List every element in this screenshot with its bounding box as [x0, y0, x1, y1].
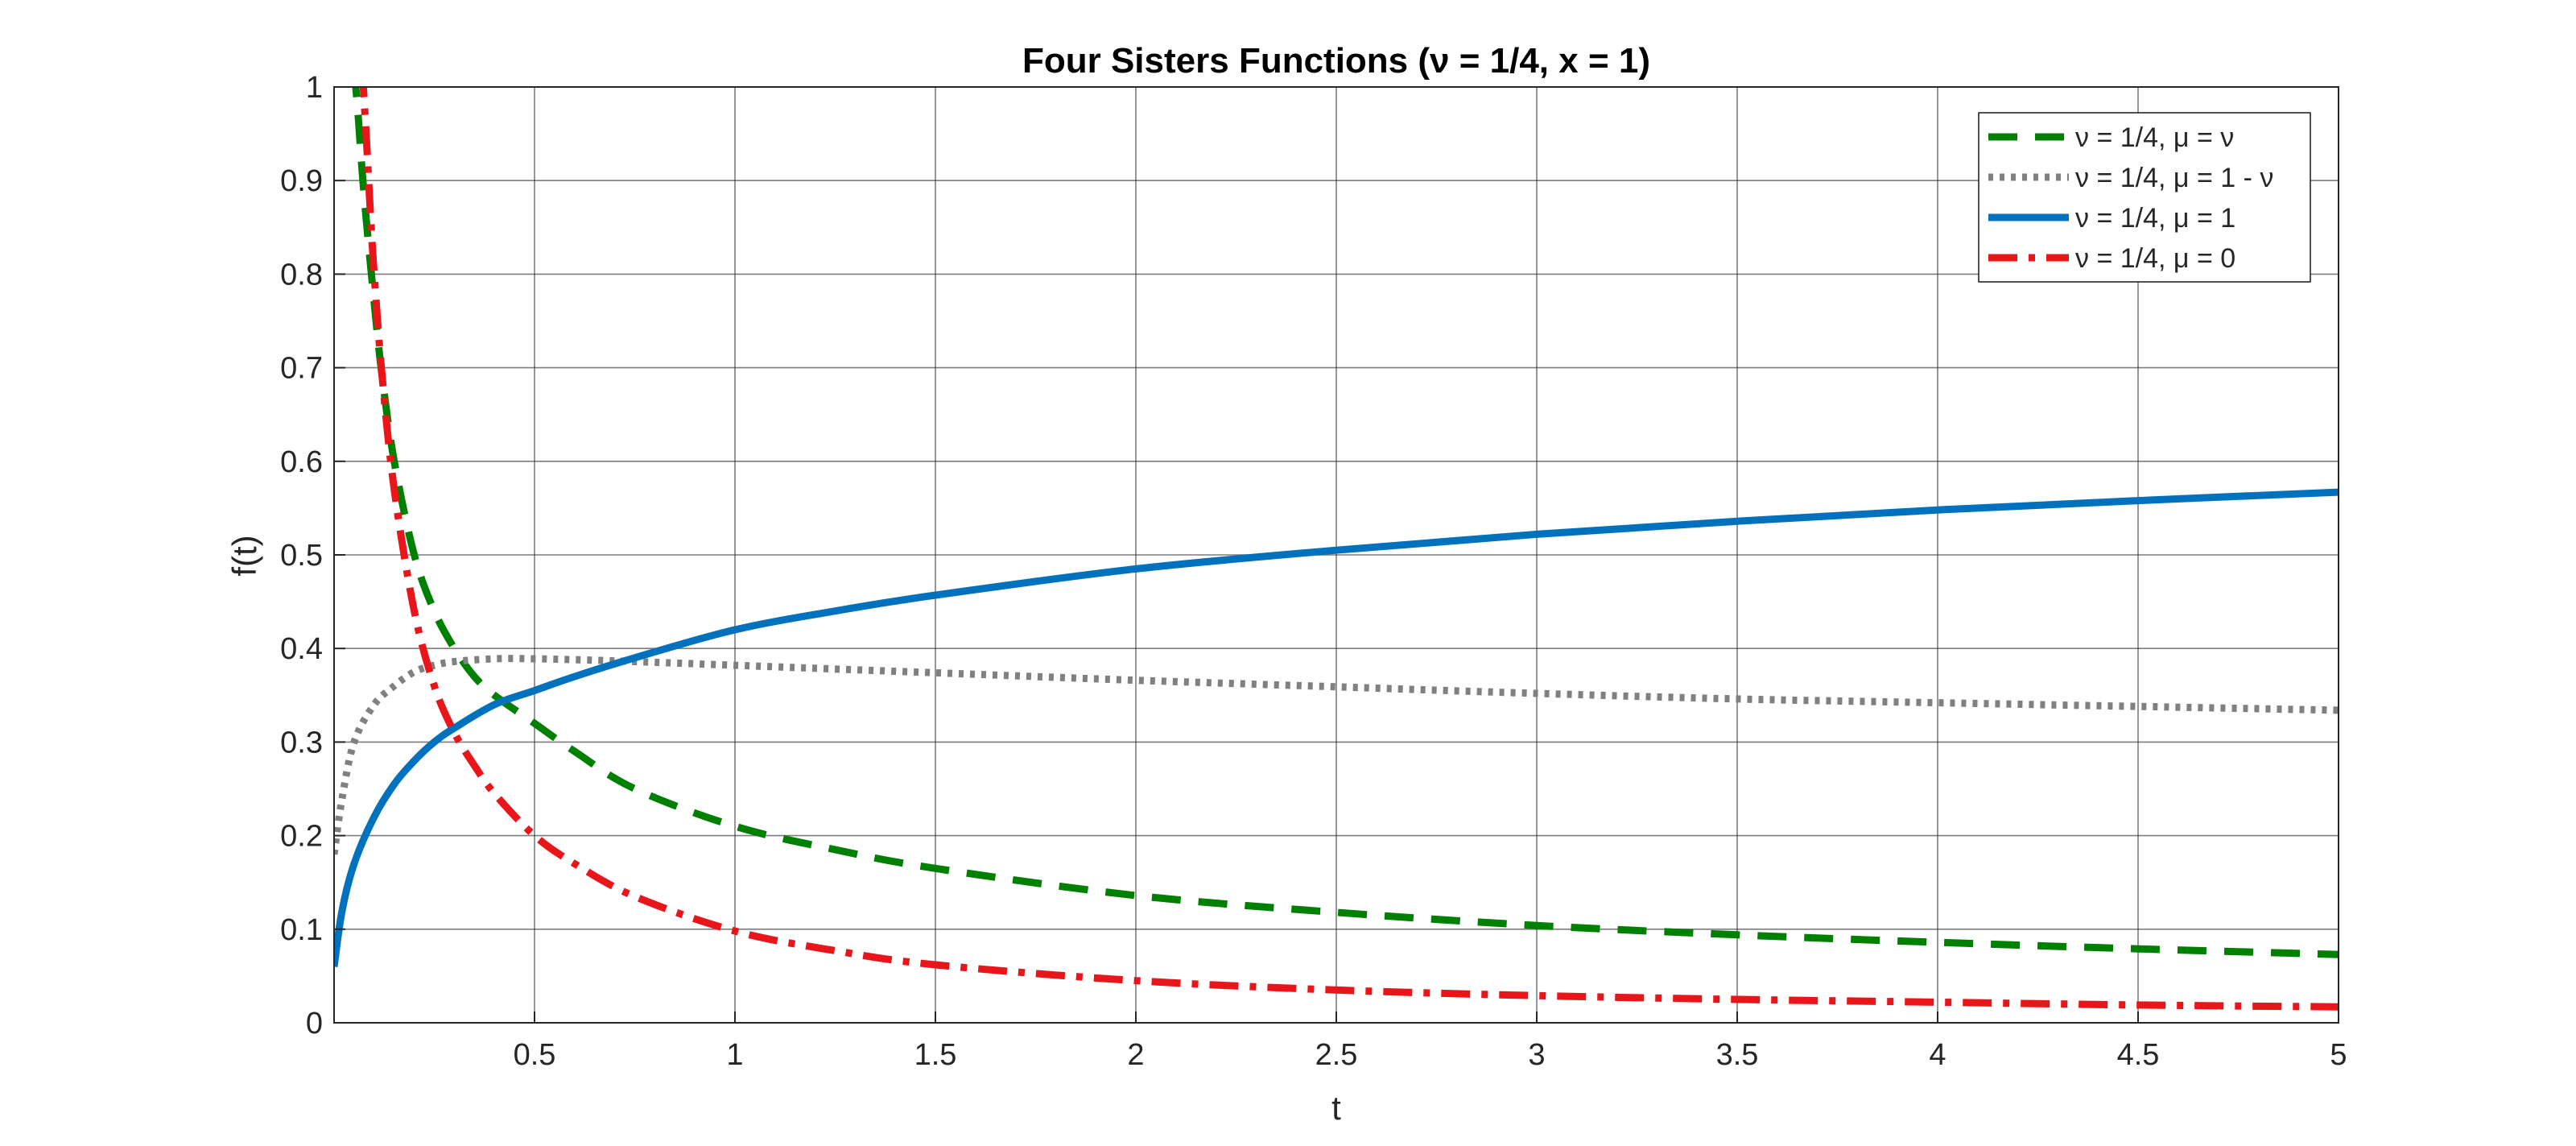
x-tick-label: 0.5 [514, 1038, 556, 1072]
x-tick-label: 4.5 [2117, 1038, 2160, 1072]
x-axis-label: t [1331, 1089, 1341, 1127]
x-tick-label: 5 [2330, 1038, 2347, 1072]
y-tick-label: 0.3 [280, 726, 323, 759]
y-tick-label: 0.5 [280, 539, 323, 573]
y-tick-label: 0.4 [280, 632, 323, 666]
legend-box [1978, 112, 2311, 283]
y-tick-label: 1 [306, 71, 323, 105]
x-tick-label: 2.5 [1315, 1038, 1358, 1072]
chart-title: Four Sisters Functions (ν = 1/4, x = 1) [1022, 41, 1650, 81]
legend-items: ν = 1/4, μ = ν ν = 1/4, μ = 1 - ν ν = 1/4,… [1988, 122, 2273, 274]
x-tick-label: 2 [1127, 1038, 1144, 1072]
legend-label-2: ν = 1/4, μ = 1 - ν [2075, 163, 2273, 193]
x-tick-label: 1 [726, 1038, 743, 1072]
series-line-4 [359, 87, 2339, 1011]
y-axis-label: f(t) [225, 535, 263, 576]
x-tick-label: 3.5 [1716, 1038, 1759, 1072]
legend: ν = 1/4, μ = ν ν = 1/4, μ = 1 - ν ν = 1/4,… [1978, 112, 2311, 283]
tick-labels: 0.5 1 1.5 2 2.5 3 3.5 4 4.5 5 0 0.1 0.2 0.3 0.4 0.5 0.6 0… [280, 71, 2347, 1072]
y-tick-label: 0 [306, 1007, 323, 1041]
y-tick-label: 0.6 [280, 445, 323, 479]
x-tick-label: 4 [1929, 1038, 1946, 1072]
x-tick-label: 3 [1528, 1038, 1545, 1072]
series-group [334, 87, 2339, 1011]
legend-label-3: ν = 1/4, μ = 1 [2075, 203, 2235, 234]
y-tick-label: 0.1 [280, 913, 323, 947]
legend-label-4: ν = 1/4, μ = 0 [2075, 243, 2235, 274]
y-tick-label: 0.9 [280, 164, 323, 198]
y-tick-label: 0.2 [280, 820, 323, 854]
x-tick-label: 1.5 [914, 1038, 957, 1072]
y-tick-label: 0.8 [280, 258, 323, 292]
series-line-3 [334, 488, 2339, 967]
legend-label-1: ν = 1/4, μ = ν [2075, 122, 2234, 153]
y-tick-label: 0.7 [280, 352, 323, 386]
